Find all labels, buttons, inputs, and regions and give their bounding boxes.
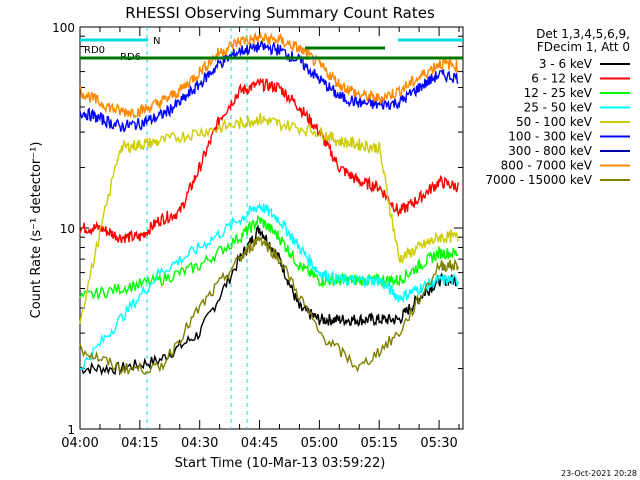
series-line-8 (79, 236, 459, 376)
x-tick-label: 05:15 (360, 436, 397, 451)
series-line-2 (79, 214, 459, 300)
legend-header-line-2: FDecim 1, Att 0 (537, 40, 630, 54)
series-line-3 (79, 202, 459, 371)
legend-label-6: 300 - 800 keV (508, 144, 592, 158)
legend-label-2: 12 - 25 keV (524, 86, 593, 100)
series-line-1 (79, 77, 459, 244)
series-line-7 (79, 31, 459, 119)
timestamp: 23-Oct-2021 20:28 (561, 469, 637, 478)
legend-label-5: 100 - 300 keV (508, 130, 592, 144)
y-tick-label: 1 (67, 423, 75, 437)
x-tick-label: 05:00 (301, 436, 338, 451)
series-line-5 (79, 40, 459, 133)
legend-label-4: 50 - 100 keV (516, 115, 593, 129)
overlay-label-n: N (153, 36, 160, 47)
overlay-label-rd0: RD0 (84, 45, 105, 56)
x-tick-label: 04:15 (121, 436, 158, 451)
legend-label-8: 7000 - 15000 keV (485, 173, 592, 187)
legend-label-7: 800 - 7000 keV (501, 159, 593, 173)
plot-area: 1 10 100 04:00 04:15 04:30 04:45 05:00 05:15 05:3… (52, 21, 464, 451)
y-axis-label: Count Rate (s⁻¹ detector⁻¹) (29, 142, 44, 319)
legend: Det 1,3,4,5,6,9, FDecim 1, Att 0 3 - 6 k… (485, 27, 630, 187)
y-tick-label: 100 (52, 21, 75, 35)
legend-label-3: 25 - 50 keV (524, 101, 593, 115)
x-tick-label: 04:30 (181, 436, 218, 451)
y-tick-label: 10 (60, 222, 75, 236)
x-tick-label: 04:45 (241, 436, 278, 451)
legend-label-0: 3 - 6 keV (539, 57, 593, 71)
x-tick-label: 05:30 (420, 436, 457, 451)
x-axis-label: Start Time (10-Mar-13 03:59:22) (175, 456, 386, 471)
x-tick-label: 04:00 (61, 436, 98, 451)
chart-title: RHESSI Observing Summary Count Rates (125, 4, 435, 22)
series-line-4 (79, 113, 459, 324)
legend-label-1: 6 - 12 keV (531, 72, 593, 86)
legend-header-line-1: Det 1,3,4,5,6,9, (536, 27, 630, 41)
